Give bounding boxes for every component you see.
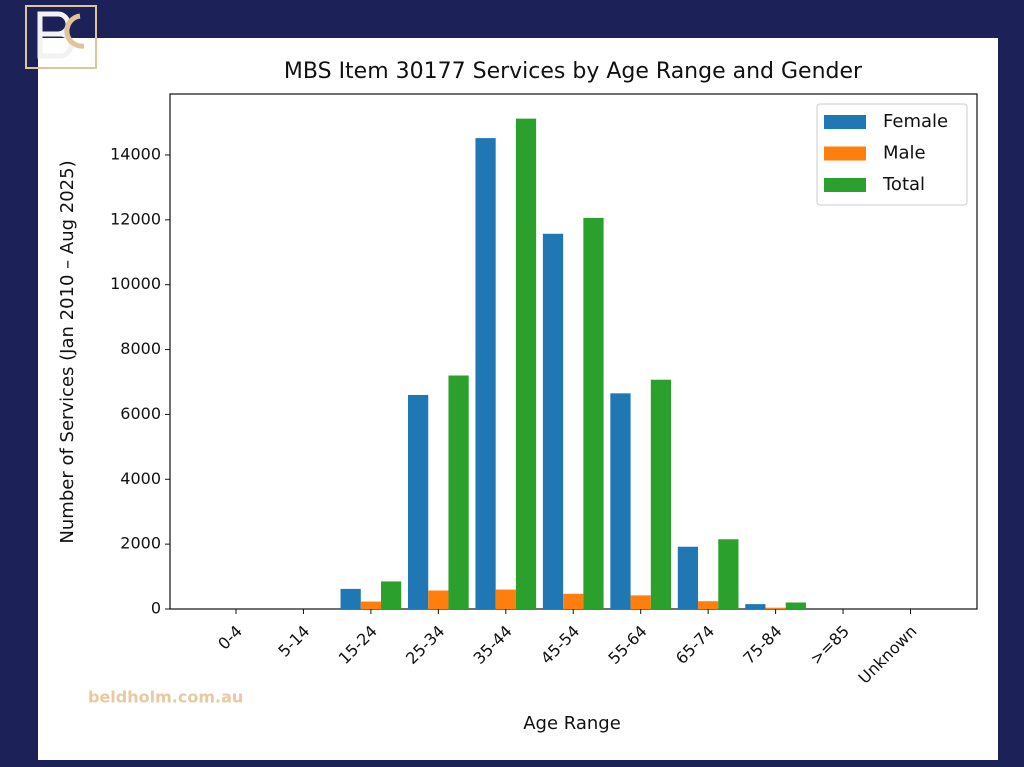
bar: [610, 393, 631, 609]
bar: [563, 593, 584, 609]
x-axis-label: Age Range: [523, 713, 621, 734]
y-tick-label: 10000: [110, 274, 161, 293]
bar: [340, 588, 361, 609]
y-tick-label: 6000: [120, 404, 161, 423]
legend-label: Male: [883, 143, 926, 164]
bar: [475, 138, 496, 610]
bar: [407, 394, 429, 609]
bar: [765, 607, 786, 609]
bar: [650, 379, 672, 609]
bar: [448, 375, 469, 609]
legend-swatch: [824, 115, 866, 129]
y-tick-label: 14000: [110, 144, 161, 163]
legend-label: Total: [882, 174, 925, 195]
y-tick-label: 2000: [120, 534, 161, 553]
legend-label: Female: [883, 111, 948, 132]
logo: [25, 5, 97, 69]
bar: [495, 589, 516, 609]
y-tick-label: 0: [151, 599, 161, 618]
y-tick-label: 4000: [120, 469, 161, 488]
legend-swatch: [824, 178, 866, 192]
bar: [515, 118, 537, 610]
bar: [698, 601, 719, 609]
bar: [583, 217, 604, 610]
bar: [542, 233, 564, 610]
bar: [360, 601, 382, 609]
y-axis-label: Number of Services (Jan 2010 – Aug 2025): [57, 160, 78, 543]
bar: [785, 602, 806, 609]
bar: [428, 590, 449, 609]
y-tick-label: 8000: [120, 339, 161, 358]
bar: [718, 539, 739, 609]
bar: [677, 546, 699, 609]
bar: [381, 581, 402, 609]
legend-swatch: [824, 146, 866, 161]
watermark: beldholm.com.au: [88, 688, 243, 707]
y-tick-label: 12000: [110, 209, 161, 228]
chart-title: MBS Item 30177 Services by Age Range and…: [284, 59, 863, 84]
bar: [745, 604, 766, 609]
bar: [630, 595, 651, 609]
